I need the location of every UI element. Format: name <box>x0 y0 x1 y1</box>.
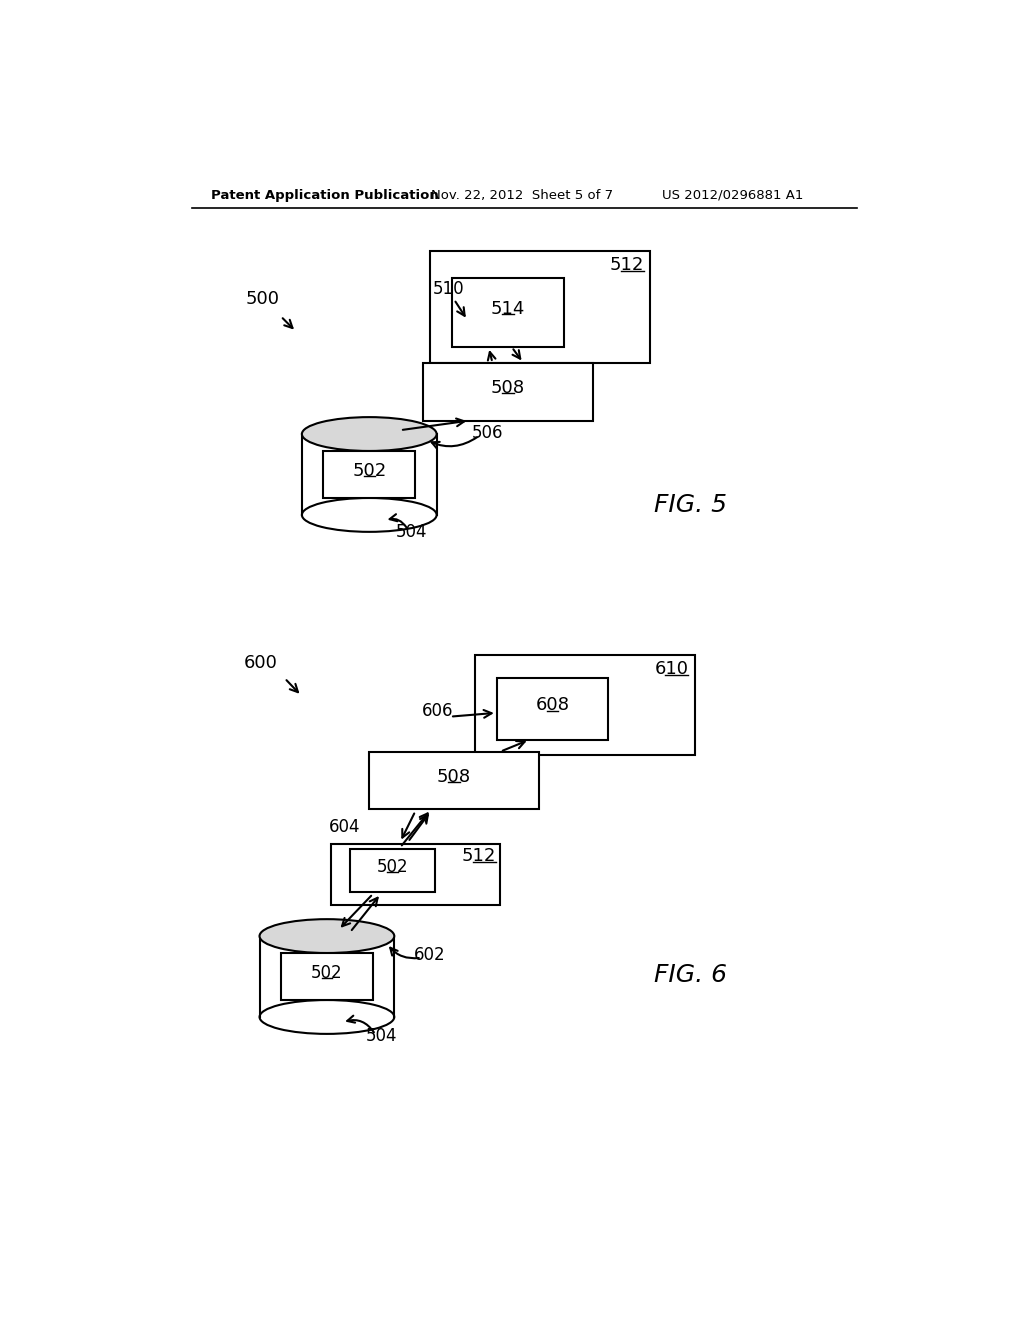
Text: FIG. 6: FIG. 6 <box>654 962 727 986</box>
Bar <box>475 655 694 755</box>
Bar <box>423 363 593 421</box>
Text: 514: 514 <box>490 300 525 318</box>
Text: 512: 512 <box>462 847 497 865</box>
Text: 608: 608 <box>536 696 569 714</box>
Bar <box>452 277 563 347</box>
Text: 600: 600 <box>244 653 278 672</box>
Text: Nov. 22, 2012  Sheet 5 of 7: Nov. 22, 2012 Sheet 5 of 7 <box>431 189 613 202</box>
Bar <box>497 678 608 739</box>
Text: 602: 602 <box>414 946 445 965</box>
Text: 500: 500 <box>246 289 280 308</box>
Text: 610: 610 <box>654 660 688 678</box>
Text: 502: 502 <box>311 964 343 982</box>
Bar <box>370 751 539 809</box>
Ellipse shape <box>259 919 394 953</box>
Bar <box>323 451 416 498</box>
Text: Patent Application Publication: Patent Application Publication <box>211 189 439 202</box>
Text: FIG. 5: FIG. 5 <box>654 492 727 517</box>
Text: 606: 606 <box>422 702 453 721</box>
Text: 510: 510 <box>433 280 465 298</box>
Text: 502: 502 <box>352 462 386 479</box>
Ellipse shape <box>302 417 436 451</box>
Text: 502: 502 <box>377 858 409 875</box>
Text: 508: 508 <box>490 379 525 397</box>
Bar <box>331 843 500 906</box>
Text: 504: 504 <box>396 523 428 541</box>
Text: 504: 504 <box>366 1027 397 1045</box>
Text: 506: 506 <box>472 424 503 441</box>
Text: US 2012/0296881 A1: US 2012/0296881 A1 <box>662 189 803 202</box>
Bar <box>430 251 650 363</box>
Bar <box>281 953 373 999</box>
Text: 508: 508 <box>437 768 471 785</box>
Bar <box>350 850 435 892</box>
Text: 604: 604 <box>330 818 360 836</box>
Text: 512: 512 <box>609 256 644 275</box>
